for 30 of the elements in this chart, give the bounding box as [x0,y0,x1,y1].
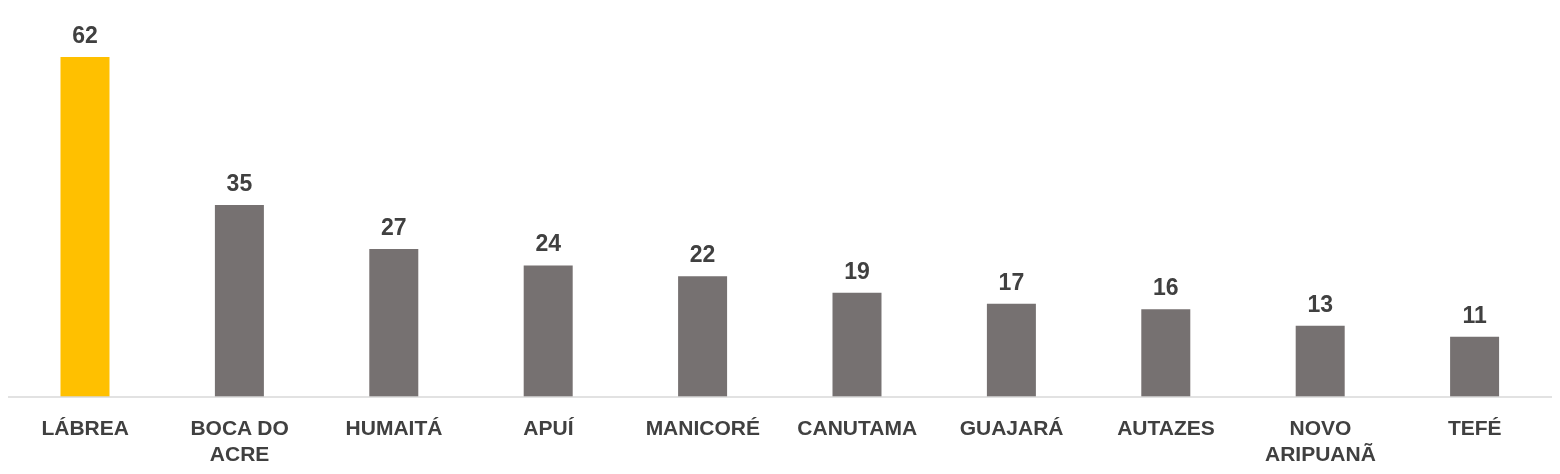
bar [1141,309,1191,397]
x-tick-label: CANUTAMA [797,416,918,439]
bar [832,292,882,397]
data-label: 35 [226,170,253,197]
bar [678,276,728,397]
x-tick-label: TEFÉ [1447,416,1502,439]
bar [986,303,1036,397]
bar [1450,336,1500,397]
x-tick-label: LÁBREA [41,416,129,439]
data-label: 24 [535,230,562,257]
x-tick-label: MANICORÉ [645,416,760,439]
data-label: 27 [381,213,407,240]
data-label: 17 [998,268,1025,295]
bar [60,57,110,397]
bar [523,265,573,397]
data-label: 62 [72,22,98,48]
x-tick-label: BOCA DO ACRE [190,416,289,465]
x-tick-label: GUAJARÁ [959,416,1064,439]
data-label: 22 [689,241,716,268]
x-tick-label: AUTAZES [1117,416,1215,439]
data-label: 19 [844,257,870,284]
x-tick-label: APUÍ [523,416,575,439]
data-label: 16 [1153,274,1179,301]
data-label: 11 [1462,301,1487,328]
bar [214,205,264,397]
data-label: 13 [1307,290,1333,317]
bar [1295,325,1345,397]
bar [369,248,419,397]
x-tick-label: HUMAITÁ [345,416,443,439]
x-tick-label: NOVO ARIPUANÃ [1264,416,1376,465]
